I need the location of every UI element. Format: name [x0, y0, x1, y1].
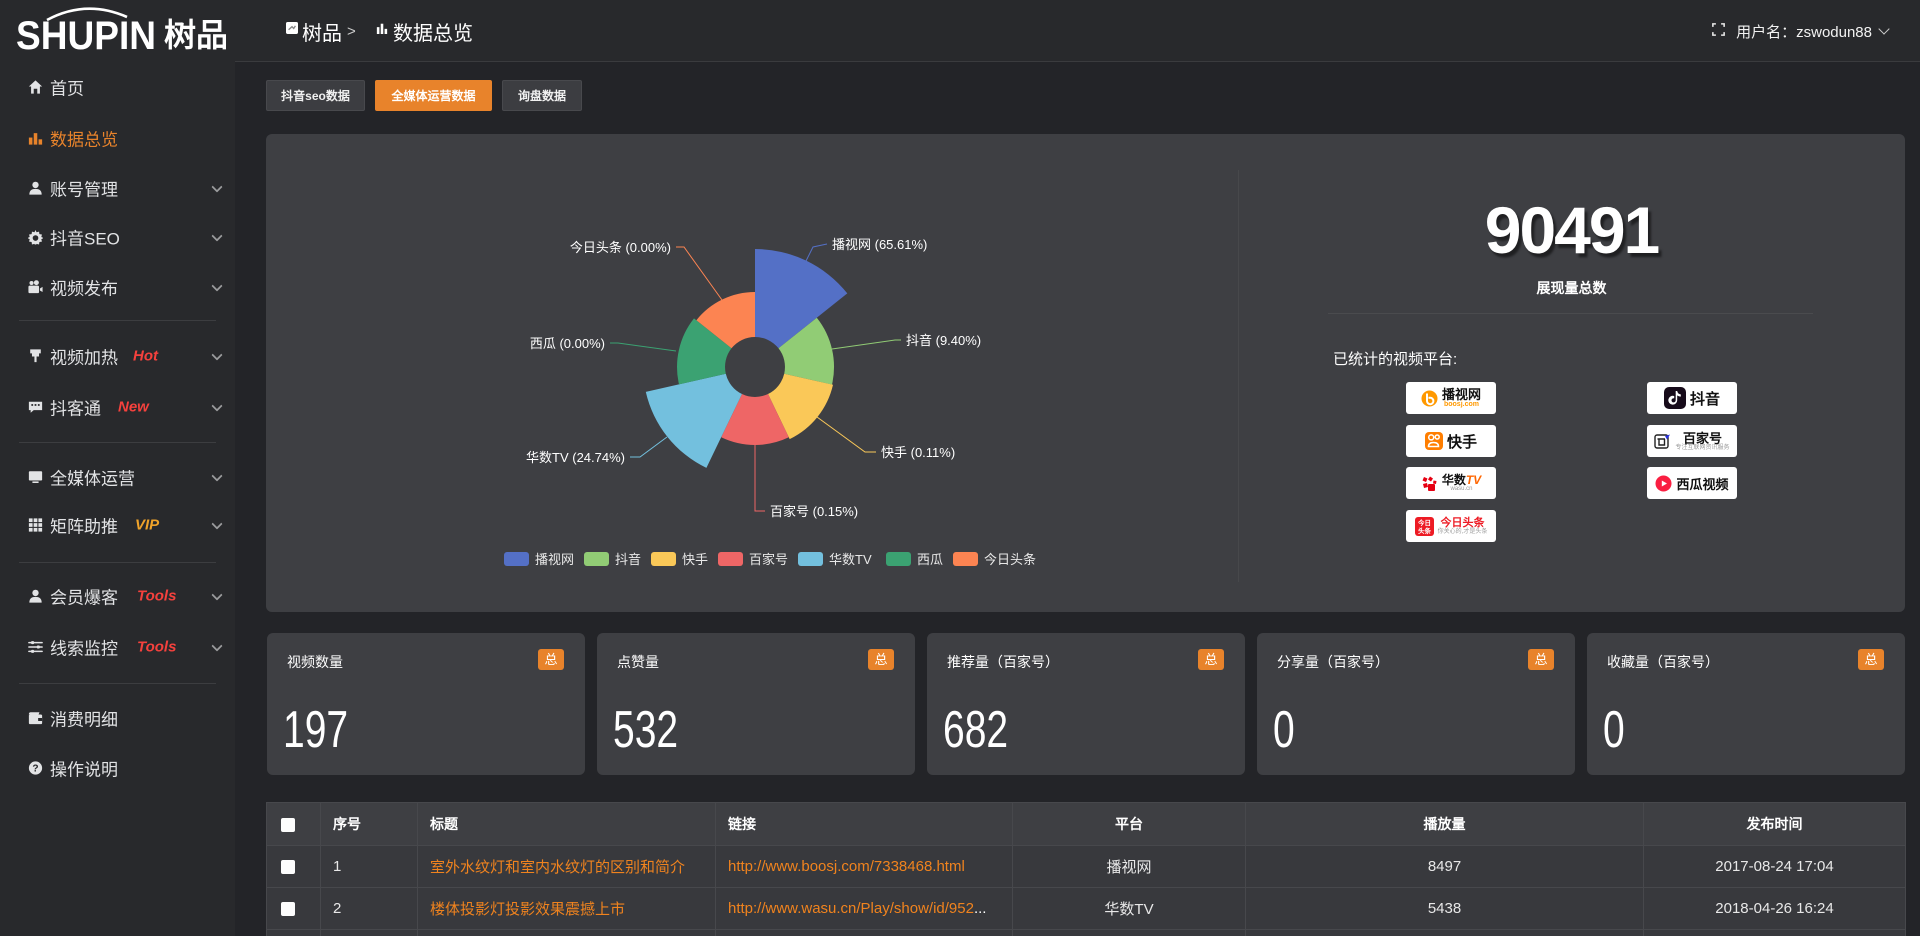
svg-text:华数TV (24.74%): 华数TV (24.74%) [526, 450, 625, 465]
svg-text:头条: 头条 [1418, 526, 1432, 535]
svg-text:播视网: 播视网 [535, 552, 574, 567]
svg-text:今日头条 (0.00%): 今日头条 (0.00%) [570, 240, 671, 255]
svg-text:抖音: 抖音 [615, 552, 641, 567]
svg-text:西瓜: 西瓜 [917, 552, 943, 567]
svg-text:树品: 树品 [164, 17, 226, 53]
svg-text:播视网 (65.61%): 播视网 (65.61%) [832, 237, 927, 252]
svg-text:快手: 快手 [682, 552, 708, 567]
svg-text:华数TV: 华数TV [829, 552, 872, 567]
svg-text:百家号 (0.15%): 百家号 (0.15%) [770, 504, 858, 519]
svg-text:抖音 (9.40%): 抖音 (9.40%) [906, 333, 981, 348]
svg-text:西瓜 (0.00%): 西瓜 (0.00%) [530, 336, 605, 351]
svg-text:快手 (0.11%): 快手 (0.11%) [881, 445, 955, 460]
svg-text:今日: 今日 [1418, 518, 1431, 527]
svg-text:百家号: 百家号 [749, 552, 788, 567]
svg-text:SHUPIN: SHUPIN [16, 14, 156, 58]
svg-text:今日头条: 今日头条 [984, 552, 1036, 567]
svg-text:?: ? [32, 764, 38, 775]
